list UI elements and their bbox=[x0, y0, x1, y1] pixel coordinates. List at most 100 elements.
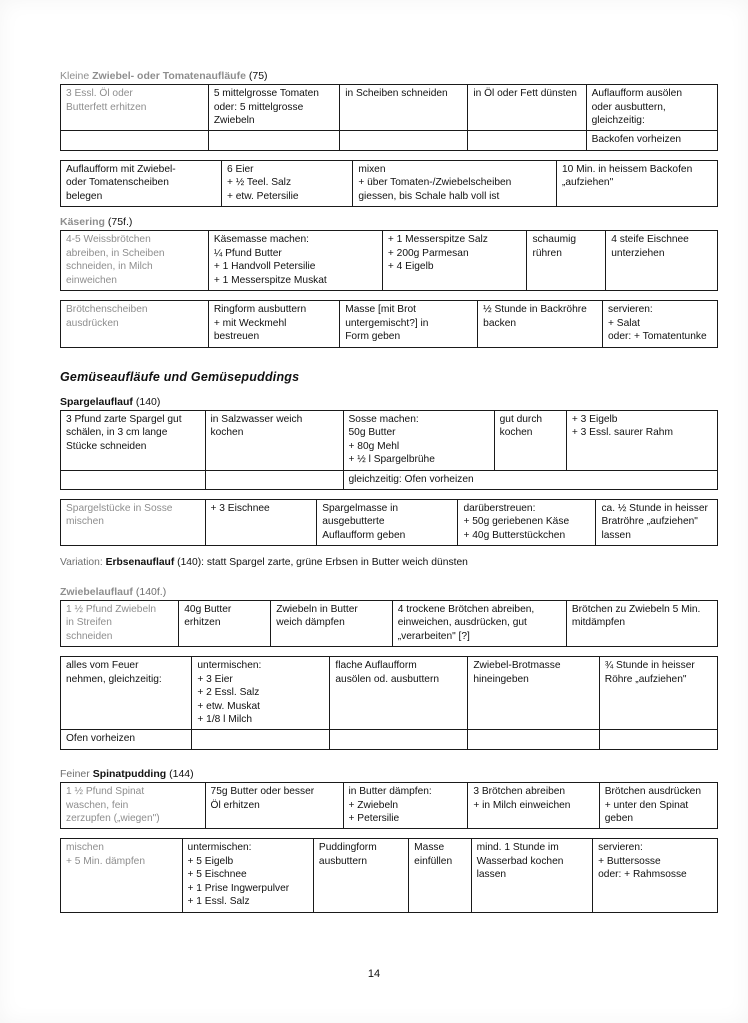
table-row: 1 ½ Pfund Spinat waschen, fein zerzupfen… bbox=[60, 782, 719, 830]
table-row: Backofen vorheizen bbox=[60, 130, 719, 151]
table-cell: Brötchen ausdrücken + unter den Spinat g… bbox=[598, 782, 719, 830]
recipe-steps-table-2: Auflaufform mit Zwiebel- oder Tomatensch… bbox=[60, 159, 718, 208]
table-cell: Auflaufform mit Zwiebel- oder Tomatensch… bbox=[60, 159, 222, 208]
recipe-title-name: Käsering bbox=[60, 216, 105, 229]
table-cell: 5 mittelgrosse Tomaten oder: 5 mittelgro… bbox=[207, 84, 341, 132]
variation-suffix: (140): statt Spargel zarte, grüne Erbsen… bbox=[174, 557, 468, 569]
recipe-steps-table-1: 1 ½ Pfund Spinat waschen, fein zerzupfen… bbox=[60, 782, 719, 830]
table-cell: Masse [mit Brot untergemischt?] in Form … bbox=[339, 300, 479, 348]
table-cell: alles vom Feuer nehmen, gleichzeitig: bbox=[59, 656, 193, 731]
recipe-steps-table-1: 3 Pfund zarte Spargel gut schälen, in 3 … bbox=[60, 409, 719, 490]
table-cell bbox=[60, 130, 209, 151]
table-cell: Masse einfüllen bbox=[408, 838, 472, 913]
table-cell: 4-5 Weissbrötchen abreiben, in Scheiben … bbox=[60, 230, 209, 292]
recipe-steps-table-2: Spargelstücke in Sosse mischen + 3 Eisch… bbox=[60, 498, 718, 547]
table-cell: schaumig rühren bbox=[526, 230, 607, 292]
table-cell: 1 ½ Pfund Spinat waschen, fein zerzupfen… bbox=[60, 782, 206, 830]
table-cell: Spargelstücke in Sosse mischen bbox=[60, 498, 206, 547]
table-cell bbox=[204, 469, 344, 490]
recipe-title-name: Zwiebelauflauf bbox=[60, 585, 133, 598]
recipe-spargelauflauf: Spargelauflauf (140) 3 Pfund zarte Sparg… bbox=[60, 396, 719, 547]
recipe-spinatpudding: Feiner Spinatpudding (144) 1 ½ Pfund Spi… bbox=[60, 768, 719, 913]
table-cell: Zwiebel-Brotmasse hineingeben bbox=[467, 656, 600, 731]
recipe-title-ref: (140) bbox=[132, 395, 161, 408]
table-cell: Ringform ausbuttern + mit Weckmehl bestr… bbox=[207, 300, 341, 348]
table-row: Ofen vorheizen bbox=[59, 729, 719, 750]
table-cell: servieren: + Salat oder: + Tomatentunke bbox=[602, 300, 718, 348]
variation-name: Erbsenauflauf bbox=[105, 557, 175, 569]
table-cell: Backofen vorheizen bbox=[585, 130, 719, 151]
table-row: 3 Pfund zarte Spargel gut schälen, in 3 … bbox=[60, 409, 719, 471]
table-cell: in Öl oder Fett dünsten bbox=[467, 84, 587, 132]
table-cell: Auflaufform ausölen oder ausbuttern, gle… bbox=[585, 84, 719, 132]
table-cell: untermischen: + 3 Eier + 2 Essl. Salz + … bbox=[191, 656, 331, 731]
table-cell bbox=[339, 130, 469, 151]
table-cell bbox=[329, 729, 469, 750]
table-cell: ¾ Stunde in heisser Röhre „aufziehen" bbox=[598, 656, 719, 731]
table-cell: + 1 Messerspitze Salz + 200g Parmesan + … bbox=[381, 230, 528, 292]
table-cell: + 3 Eischnee bbox=[204, 498, 318, 547]
recipe-steps-table-2: mischen + 5 Min. dämpfen untermischen: +… bbox=[60, 838, 718, 913]
table-row: mischen + 5 Min. dämpfen untermischen: +… bbox=[60, 838, 718, 913]
table-cell: Zwiebeln in Butter weich dämpfen bbox=[270, 599, 393, 648]
page-number: 14 bbox=[367, 968, 381, 980]
table-cell: Brötchen zu Zwiebeln 5 Min. mitdämpfen bbox=[565, 599, 719, 648]
table-cell: Spargelmasse in ausgebutterte Auflauffor… bbox=[316, 498, 459, 547]
table-row: Spargelstücke in Sosse mischen + 3 Eisch… bbox=[60, 498, 718, 547]
table-cell: Ofen vorheizen bbox=[59, 729, 193, 750]
table-cell: 40g Butter erhitzen bbox=[178, 599, 272, 648]
table-cell: 10 Min. in heissem Backofen „aufziehen" bbox=[556, 159, 718, 208]
table-cell bbox=[207, 130, 341, 151]
table-cell: Brötchenscheiben ausdrücken bbox=[60, 300, 209, 348]
recipe-kaesering: Käsering (75f.) 4-5 Weissbrötchen abreib… bbox=[60, 216, 718, 348]
recipe-title: Feiner Spinatpudding (144) bbox=[60, 768, 718, 781]
page-content: Kleine Zwiebel- oder Tomatenaufläufe (75… bbox=[59, 70, 719, 922]
table-row: Auflaufform mit Zwiebel- oder Tomatensch… bbox=[60, 159, 718, 208]
table-cell: gut durch kochen bbox=[493, 409, 567, 471]
table-cell: darüberstreuen: + 50g geriebenen Käse + … bbox=[457, 498, 597, 547]
table-row: Brötchenscheiben ausdrücken Ringform aus… bbox=[60, 300, 718, 348]
recipe-steps-table-1: 4-5 Weissbrötchen abreiben, in Scheiben … bbox=[60, 230, 718, 292]
recipe-title-ref: (75) bbox=[245, 70, 268, 82]
table-row: 1 ½ Pfund Zwiebeln in Streifen schneiden… bbox=[59, 599, 719, 648]
table-cell: Sosse machen: 50g Butter + 80g Mehl + ½ … bbox=[342, 409, 495, 471]
table-row: alles vom Feuer nehmen, gleichzeitig: un… bbox=[59, 656, 719, 731]
recipe-title-name: Spargelauflauf bbox=[60, 395, 133, 408]
table-row: gleichzeitig: Ofen vorheizen bbox=[60, 469, 718, 490]
recipe-title-ref: (75f.) bbox=[104, 216, 133, 229]
recipe-steps-table-1: 3 Essl. Öl oder Butterfett erhitzen 5 mi… bbox=[60, 84, 719, 151]
table-cell: untermischen: + 5 Eigelb + 5 Eischnee + … bbox=[181, 838, 314, 913]
table-cell bbox=[467, 729, 600, 750]
table-cell: servieren: + Buttersosse oder: + Rahmsos… bbox=[592, 838, 718, 913]
table-cell bbox=[60, 469, 206, 490]
table-cell: mischen + 5 Min. dämpfen bbox=[60, 838, 183, 913]
table-cell: 3 Brötchen abreiben + in Milch einweiche… bbox=[467, 782, 600, 830]
recipe-zwiebelauflauf: Zwiebelauflauf (140f.) 1 ½ Pfund Zwiebel… bbox=[59, 586, 719, 750]
table-row: 3 Essl. Öl oder Butterfett erhitzen 5 mi… bbox=[60, 84, 719, 132]
recipe-title-prefix: Feiner bbox=[60, 767, 93, 780]
table-cell: flache Auflaufform ausölen od. ausbutter… bbox=[329, 656, 469, 731]
table-cell: gleichzeitig: Ofen vorheizen bbox=[342, 469, 718, 490]
table-cell: Käsemasse machen: ¼ Pfund Butter + 1 Han… bbox=[207, 230, 383, 292]
recipe-title-name: Spinatpudding bbox=[92, 767, 167, 780]
recipe-title-ref: (144) bbox=[166, 767, 194, 780]
recipe-title-prefix: Kleine bbox=[60, 70, 93, 82]
table-cell: mind. 1 Stunde im Wasserbad kochen lasse… bbox=[470, 838, 594, 913]
recipe-title: Käsering (75f.) bbox=[60, 216, 718, 229]
table-cell bbox=[598, 729, 719, 750]
table-cell: mixen + über Tomaten-/Zwiebelscheiben gi… bbox=[352, 159, 557, 208]
table-cell: + 3 Eigelb + 3 Essl. saurer Rahm bbox=[565, 409, 719, 471]
table-cell: 3 Essl. Öl oder Butterfett erhitzen bbox=[60, 84, 209, 132]
recipe-title: Zwiebelauflauf (140f.) bbox=[60, 586, 718, 599]
table-cell: 1 ½ Pfund Zwiebeln in Streifen schneiden bbox=[59, 599, 180, 648]
recipe-steps-table-2: alles vom Feuer nehmen, gleichzeitig: un… bbox=[59, 656, 719, 750]
table-cell: 4 trockene Brötchen abreiben, einweichen… bbox=[391, 599, 567, 648]
recipe-title-name: Zwiebel- oder Tomatenaufläufe bbox=[92, 70, 246, 82]
recipe-zwiebel-tomatenauflaeufe: Kleine Zwiebel- oder Tomatenaufläufe (75… bbox=[60, 70, 719, 208]
recipe-title: Spargelauflauf (140) bbox=[60, 396, 718, 409]
variation-prefix: Variation: bbox=[60, 557, 106, 569]
table-cell bbox=[467, 130, 587, 151]
recipe-steps-table-2: Brötchenscheiben ausdrücken Ringform aus… bbox=[60, 300, 718, 348]
recipe-title: Kleine Zwiebel- oder Tomatenaufläufe (75… bbox=[60, 70, 718, 83]
